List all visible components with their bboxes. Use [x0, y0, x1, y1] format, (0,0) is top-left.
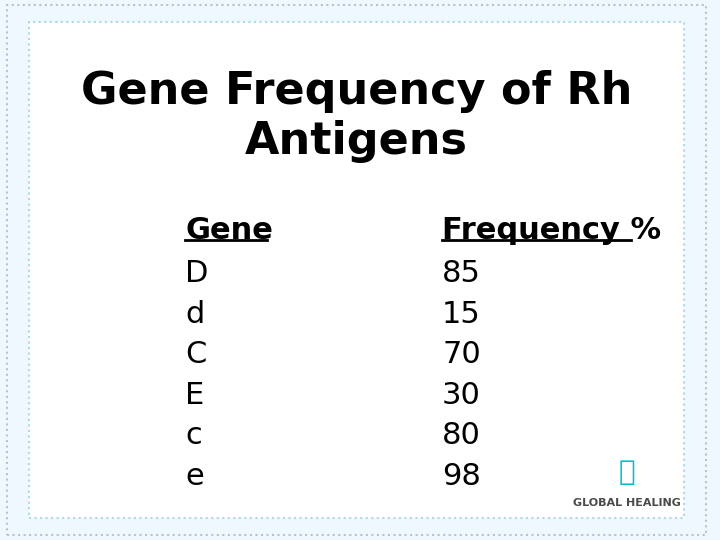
- Text: Gene Frequency of Rh
Antigens: Gene Frequency of Rh Antigens: [81, 70, 632, 163]
- Text: E: E: [185, 381, 204, 410]
- Text: Frequency %: Frequency %: [442, 216, 661, 245]
- Text: C: C: [185, 340, 207, 369]
- Text: 70: 70: [442, 340, 481, 369]
- Text: 30: 30: [442, 381, 481, 410]
- Text: c: c: [185, 421, 202, 450]
- Text: 80: 80: [442, 421, 481, 450]
- Text: 98: 98: [442, 462, 481, 491]
- Text: D: D: [185, 259, 209, 288]
- Text: e: e: [185, 462, 204, 491]
- Text: 🤚: 🤚: [619, 458, 636, 486]
- Text: d: d: [185, 300, 204, 329]
- FancyBboxPatch shape: [29, 22, 685, 518]
- Text: Gene: Gene: [185, 216, 273, 245]
- Text: GLOBAL HEALING: GLOBAL HEALING: [573, 497, 681, 508]
- Text: 15: 15: [442, 300, 481, 329]
- Text: 85: 85: [442, 259, 481, 288]
